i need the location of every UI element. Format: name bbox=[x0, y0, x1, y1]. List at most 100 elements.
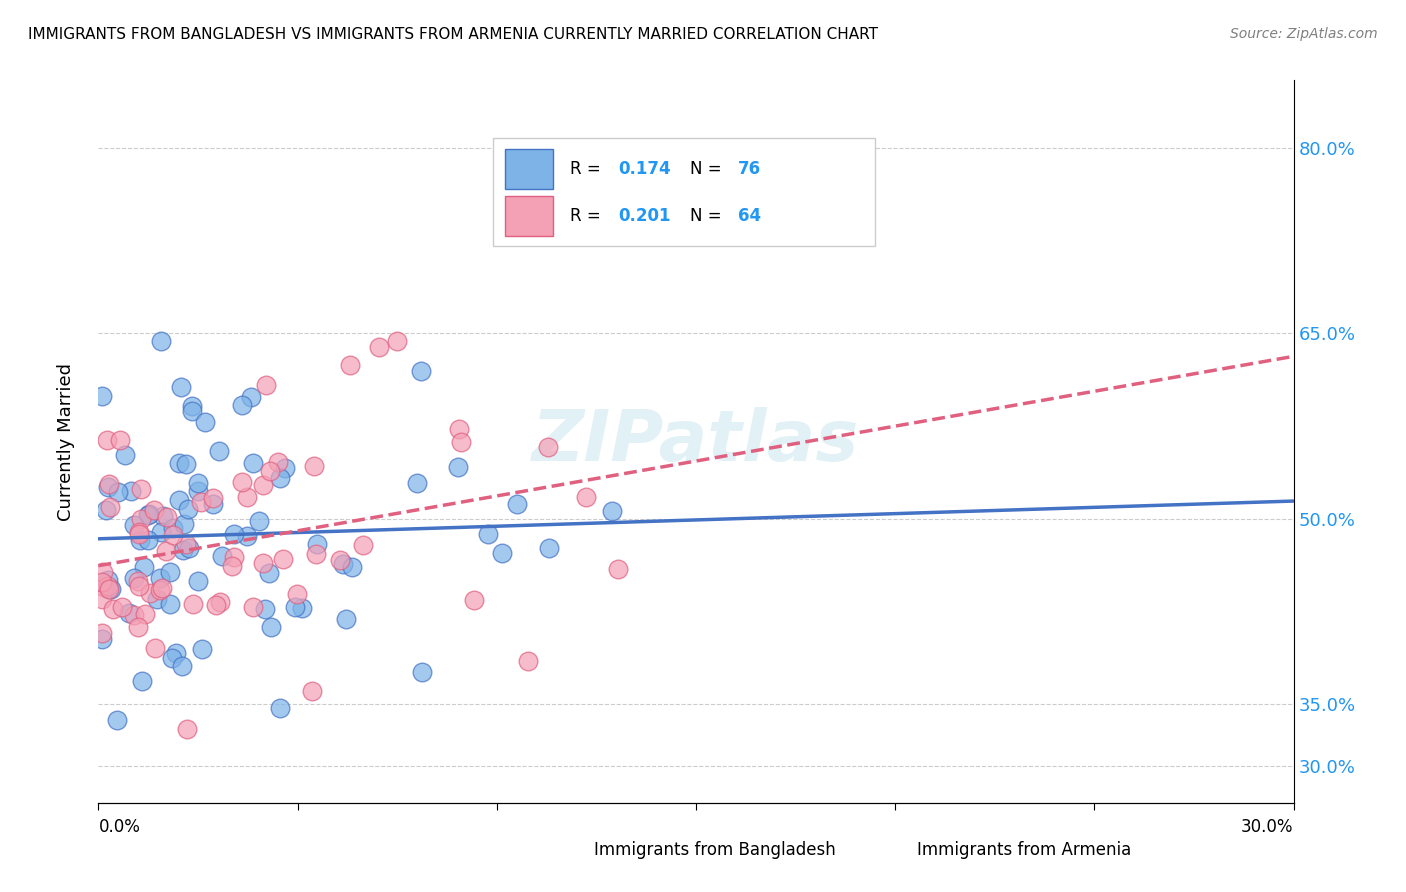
Point bbox=[159, 598, 181, 612]
Point bbox=[302, 459, 325, 474]
Point bbox=[146, 592, 169, 607]
Point bbox=[252, 556, 274, 570]
Point bbox=[177, 501, 200, 516]
Point bbox=[187, 574, 209, 588]
Point bbox=[91, 626, 114, 640]
FancyBboxPatch shape bbox=[553, 838, 582, 861]
Point bbox=[173, 517, 195, 532]
Point bbox=[91, 632, 114, 647]
Point bbox=[134, 607, 156, 622]
Point bbox=[301, 684, 323, 698]
Point bbox=[222, 549, 245, 564]
Point bbox=[105, 713, 128, 727]
Point bbox=[606, 562, 628, 576]
Point bbox=[269, 701, 291, 715]
Point bbox=[449, 422, 471, 436]
FancyBboxPatch shape bbox=[876, 838, 905, 861]
Point bbox=[127, 574, 149, 589]
Point bbox=[122, 571, 145, 585]
Point bbox=[129, 482, 152, 496]
Point bbox=[170, 380, 193, 394]
Point bbox=[411, 665, 433, 680]
Point bbox=[131, 674, 153, 689]
Point bbox=[176, 722, 198, 736]
Point bbox=[352, 538, 374, 552]
Point bbox=[517, 654, 540, 668]
Point bbox=[332, 557, 354, 571]
Point bbox=[103, 602, 125, 616]
Point bbox=[537, 441, 560, 455]
Point bbox=[159, 565, 181, 579]
Point bbox=[600, 503, 623, 517]
Point bbox=[156, 509, 179, 524]
Point bbox=[191, 641, 214, 656]
Point bbox=[91, 592, 114, 607]
FancyBboxPatch shape bbox=[505, 149, 553, 189]
Point bbox=[143, 641, 166, 656]
Point bbox=[150, 334, 173, 348]
Point bbox=[108, 433, 131, 447]
Point bbox=[174, 457, 197, 471]
Point bbox=[162, 527, 184, 541]
Text: Source: ZipAtlas.com: Source: ZipAtlas.com bbox=[1230, 27, 1378, 41]
Text: Immigrants from Armenia: Immigrants from Armenia bbox=[917, 841, 1132, 859]
Point bbox=[339, 358, 361, 372]
Point bbox=[91, 574, 114, 589]
Point bbox=[291, 601, 314, 615]
Point bbox=[143, 502, 166, 516]
Point bbox=[208, 443, 231, 458]
Point bbox=[190, 495, 212, 509]
Point bbox=[152, 509, 174, 524]
Point bbox=[284, 599, 307, 614]
Point bbox=[180, 399, 202, 413]
Point bbox=[91, 388, 114, 402]
Point bbox=[128, 527, 150, 541]
Point bbox=[205, 598, 228, 612]
Point bbox=[111, 600, 134, 615]
Point bbox=[406, 476, 429, 491]
Point bbox=[236, 529, 259, 543]
Point bbox=[285, 587, 308, 601]
Point bbox=[136, 508, 159, 523]
Point bbox=[170, 658, 193, 673]
Point bbox=[179, 541, 201, 555]
Point bbox=[152, 581, 174, 595]
Point bbox=[211, 549, 233, 563]
Point bbox=[129, 512, 152, 526]
Point bbox=[340, 560, 363, 574]
Point bbox=[491, 546, 513, 560]
Point bbox=[96, 433, 118, 447]
Point bbox=[201, 497, 224, 511]
Point bbox=[259, 464, 281, 478]
Point bbox=[120, 484, 142, 499]
Point bbox=[477, 526, 499, 541]
Point bbox=[97, 480, 120, 494]
Point bbox=[257, 566, 280, 581]
Point bbox=[114, 449, 136, 463]
Point bbox=[463, 592, 485, 607]
Point bbox=[118, 606, 141, 620]
Point bbox=[127, 620, 149, 634]
Point bbox=[450, 434, 472, 449]
Point bbox=[242, 456, 264, 470]
Point bbox=[271, 551, 294, 566]
Point bbox=[194, 415, 217, 429]
Point bbox=[221, 559, 243, 574]
Point bbox=[149, 583, 172, 598]
Point bbox=[575, 490, 598, 504]
Point bbox=[260, 620, 283, 634]
Text: R =: R = bbox=[571, 161, 606, 178]
Point bbox=[169, 456, 191, 470]
Text: 76: 76 bbox=[738, 161, 761, 178]
Point bbox=[187, 476, 209, 491]
Point bbox=[231, 398, 253, 412]
Text: 64: 64 bbox=[738, 207, 761, 225]
Point bbox=[222, 527, 245, 541]
Point bbox=[231, 475, 253, 489]
Point bbox=[368, 340, 391, 354]
Text: Immigrants from Bangladesh: Immigrants from Bangladesh bbox=[595, 841, 837, 859]
Point bbox=[129, 533, 152, 547]
Point bbox=[162, 521, 184, 535]
Point bbox=[98, 582, 121, 596]
Point bbox=[242, 600, 264, 615]
